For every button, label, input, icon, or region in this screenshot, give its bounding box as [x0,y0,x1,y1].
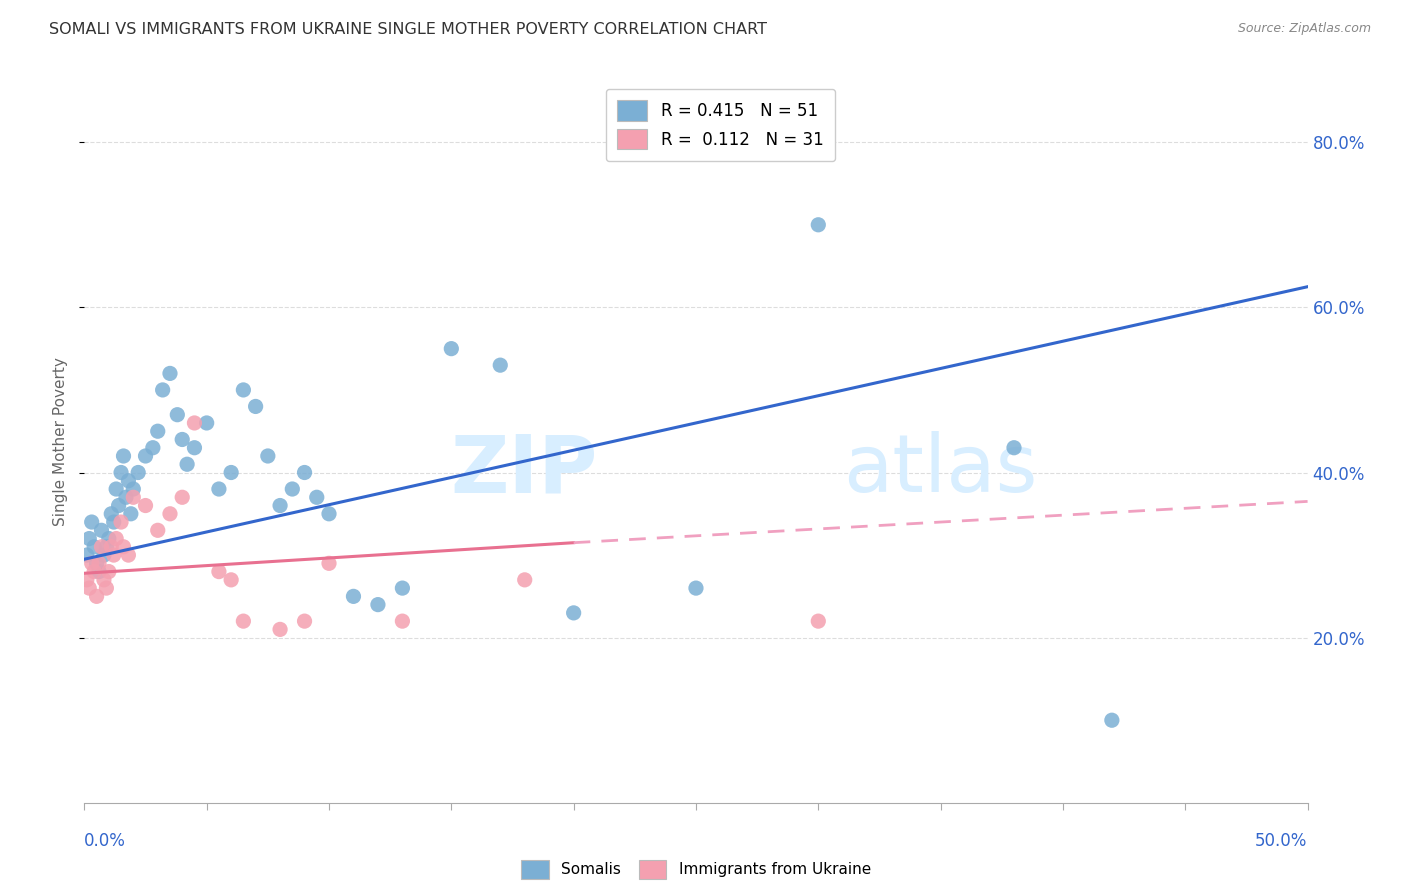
Point [127,466,149,480]
Point [87,557,110,571]
Point [208,565,231,579]
Point [391,614,413,628]
Point [100,507,122,521]
Point [166,408,188,422]
Point [97,532,120,546]
Point [112,540,135,554]
Point [281,482,304,496]
Point [172,490,194,504]
Point [96,581,118,595]
Point [176,457,198,471]
Point [100,540,122,554]
Point [294,466,316,480]
Point [120,507,142,521]
Point [76,548,98,562]
Point [159,367,181,381]
Point [159,507,181,521]
Point [117,474,139,488]
Point [245,400,267,414]
Point [685,581,707,595]
Point [152,383,174,397]
Point [86,557,108,571]
Point [219,466,242,480]
Point [142,441,165,455]
Point [183,441,205,455]
Point [122,490,145,504]
Text: 50.0%: 50.0% [1256,831,1308,850]
Point [172,433,194,447]
Point [391,581,413,595]
Text: Source: ZipAtlas.com: Source: ZipAtlas.com [1237,22,1371,36]
Point [562,606,585,620]
Point [269,499,291,513]
Point [105,532,128,546]
Point [807,218,830,232]
Point [76,573,98,587]
Point [440,342,463,356]
Point [110,466,132,480]
Point [122,482,145,496]
Point [77,532,100,546]
Point [83,540,105,554]
Point [367,598,389,612]
Point [96,540,118,554]
Point [135,449,157,463]
Point [80,515,103,529]
Point [146,424,169,438]
Point [86,590,108,604]
Y-axis label: Single Mother Poverty: Single Mother Poverty [53,357,69,526]
Point [112,449,135,463]
Point [115,490,138,504]
Point [110,515,132,529]
Point [103,548,125,562]
Point [103,515,125,529]
Point [80,557,103,571]
Point [135,499,157,513]
Point [87,565,110,579]
Point [219,573,242,587]
Point [107,499,129,513]
Text: ZIP: ZIP [451,432,598,509]
Point [305,490,328,504]
Point [489,358,512,372]
Text: 0.0%: 0.0% [84,831,127,850]
Point [807,614,830,628]
Point [1002,441,1025,455]
Point [117,548,139,562]
Point [513,573,536,587]
Point [294,614,316,628]
Point [318,557,340,571]
Point [208,482,231,496]
Text: SOMALI VS IMMIGRANTS FROM UKRAINE SINGLE MOTHER POVERTY CORRELATION CHART: SOMALI VS IMMIGRANTS FROM UKRAINE SINGLE… [49,22,768,37]
Point [232,614,254,628]
Point [90,524,112,538]
Point [269,623,291,637]
Point [105,482,128,496]
Point [146,524,169,538]
Point [83,565,105,579]
Point [232,383,254,397]
Point [183,416,205,430]
Point [93,548,115,562]
Point [342,590,364,604]
Point [97,565,120,579]
Point [77,581,100,595]
Point [1101,713,1123,727]
Point [318,507,340,521]
Point [257,449,280,463]
Point [195,416,218,430]
Point [90,540,112,554]
Point [93,573,115,587]
Text: atlas: atlas [842,432,1038,509]
